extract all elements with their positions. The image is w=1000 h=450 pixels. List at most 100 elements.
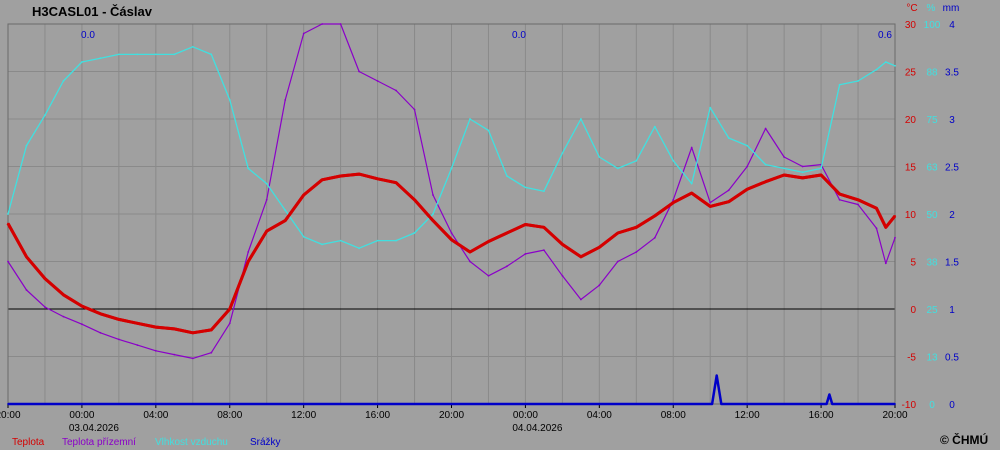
temp-tick-label: 10 bbox=[905, 210, 917, 221]
data-point bbox=[715, 374, 718, 377]
data-point bbox=[136, 53, 139, 56]
data-point bbox=[210, 53, 213, 56]
legend-entry: Teplota bbox=[12, 437, 45, 448]
data-point bbox=[825, 403, 828, 405]
data-point bbox=[339, 239, 342, 242]
data-point bbox=[7, 260, 9, 263]
data-point bbox=[118, 338, 120, 341]
data-point bbox=[321, 243, 323, 246]
data-point bbox=[7, 403, 9, 405]
data-point bbox=[358, 247, 360, 250]
series-line-temperature-top bbox=[6, 172, 897, 335]
data-point bbox=[118, 53, 120, 56]
precip-tick-label: 0.5 bbox=[945, 353, 959, 364]
data-point bbox=[838, 198, 841, 201]
data-point bbox=[432, 194, 434, 196]
data-point bbox=[413, 232, 416, 234]
data-point bbox=[25, 289, 28, 291]
data-point bbox=[875, 227, 878, 230]
data-point bbox=[339, 23, 342, 25]
data-point bbox=[783, 156, 785, 158]
data-point bbox=[616, 167, 619, 170]
legend-entry: Srážky bbox=[250, 437, 281, 448]
data-point bbox=[746, 144, 749, 147]
data-point bbox=[7, 213, 9, 215]
data-point bbox=[543, 249, 545, 252]
data-point bbox=[653, 236, 656, 239]
date-label: 04.04.2026 bbox=[512, 423, 562, 434]
data-point bbox=[894, 403, 896, 405]
axis-labels: 20:00 00:00 04:00 08:00 12:00 16:00 20:00 00:00… bbox=[0, 3, 959, 434]
data-point bbox=[672, 159, 675, 162]
x-tick-label: 16:00 bbox=[809, 410, 834, 421]
temp-tick-label: 5 bbox=[910, 258, 916, 269]
data-point bbox=[62, 80, 65, 82]
data-point bbox=[321, 23, 323, 25]
data-point bbox=[875, 68, 878, 71]
precip-tick-label: 2.5 bbox=[945, 163, 959, 174]
data-point bbox=[672, 198, 675, 201]
data-point bbox=[191, 45, 194, 48]
precip-tick-label: 0 bbox=[949, 400, 955, 411]
data-point bbox=[450, 167, 453, 170]
data-point bbox=[376, 80, 379, 82]
data-point bbox=[857, 203, 859, 206]
data-point bbox=[154, 53, 157, 56]
data-point bbox=[616, 260, 619, 263]
data-point bbox=[711, 403, 713, 405]
data-point bbox=[173, 353, 176, 356]
data-point bbox=[44, 114, 46, 117]
x-tick-label: 16:00 bbox=[365, 410, 390, 421]
data-point bbox=[81, 323, 83, 326]
data-point bbox=[302, 235, 305, 238]
precip-total-label: 0.0 bbox=[512, 30, 526, 41]
precip-tick-label: 1 bbox=[949, 305, 955, 316]
data-point bbox=[635, 159, 638, 162]
data-point bbox=[598, 156, 601, 158]
data-point bbox=[894, 236, 896, 239]
precip-tick-label: 3 bbox=[949, 115, 955, 126]
data-point bbox=[709, 201, 712, 204]
data-point bbox=[302, 32, 305, 35]
date-label: 03.04.2026 bbox=[69, 423, 119, 434]
data-point bbox=[561, 274, 564, 277]
humidity-tick-label: 38 bbox=[926, 258, 938, 269]
temp-tick-label: 0 bbox=[910, 305, 916, 316]
data-point bbox=[690, 146, 693, 149]
data-point bbox=[524, 186, 527, 189]
data-point bbox=[173, 53, 176, 56]
humidity-tick-label: 75 bbox=[926, 115, 938, 126]
data-point bbox=[99, 57, 102, 60]
data-point bbox=[543, 190, 545, 193]
x-tick-label: 00:00 bbox=[69, 410, 94, 421]
data-point bbox=[783, 167, 785, 170]
data-point bbox=[884, 61, 887, 63]
data-point bbox=[99, 331, 102, 334]
temp-unit-label: °C bbox=[906, 3, 917, 14]
data-point bbox=[44, 306, 46, 308]
x-tick-label: 08:00 bbox=[217, 410, 242, 421]
series-line-3 bbox=[8, 374, 895, 406]
data-point bbox=[764, 127, 767, 130]
series-layer bbox=[6, 23, 897, 406]
precip-tick-label: 1.5 bbox=[945, 258, 959, 269]
data-point bbox=[284, 99, 287, 101]
data-point bbox=[524, 253, 527, 255]
data-point bbox=[506, 175, 508, 177]
data-point bbox=[857, 80, 859, 82]
temp-tick-label: 20 bbox=[905, 115, 917, 126]
data-point bbox=[884, 262, 887, 265]
humidity-tick-label: 88 bbox=[926, 68, 938, 79]
x-tick-label: 12:00 bbox=[291, 410, 316, 421]
data-point bbox=[727, 189, 730, 192]
data-point bbox=[154, 349, 157, 352]
data-point bbox=[801, 165, 804, 168]
data-point bbox=[62, 315, 65, 318]
x-tick-label: 20:00 bbox=[439, 410, 464, 421]
data-point bbox=[894, 64, 896, 67]
x-tick-label: 12:00 bbox=[735, 410, 760, 421]
data-point bbox=[831, 403, 834, 405]
data-point bbox=[764, 163, 767, 166]
